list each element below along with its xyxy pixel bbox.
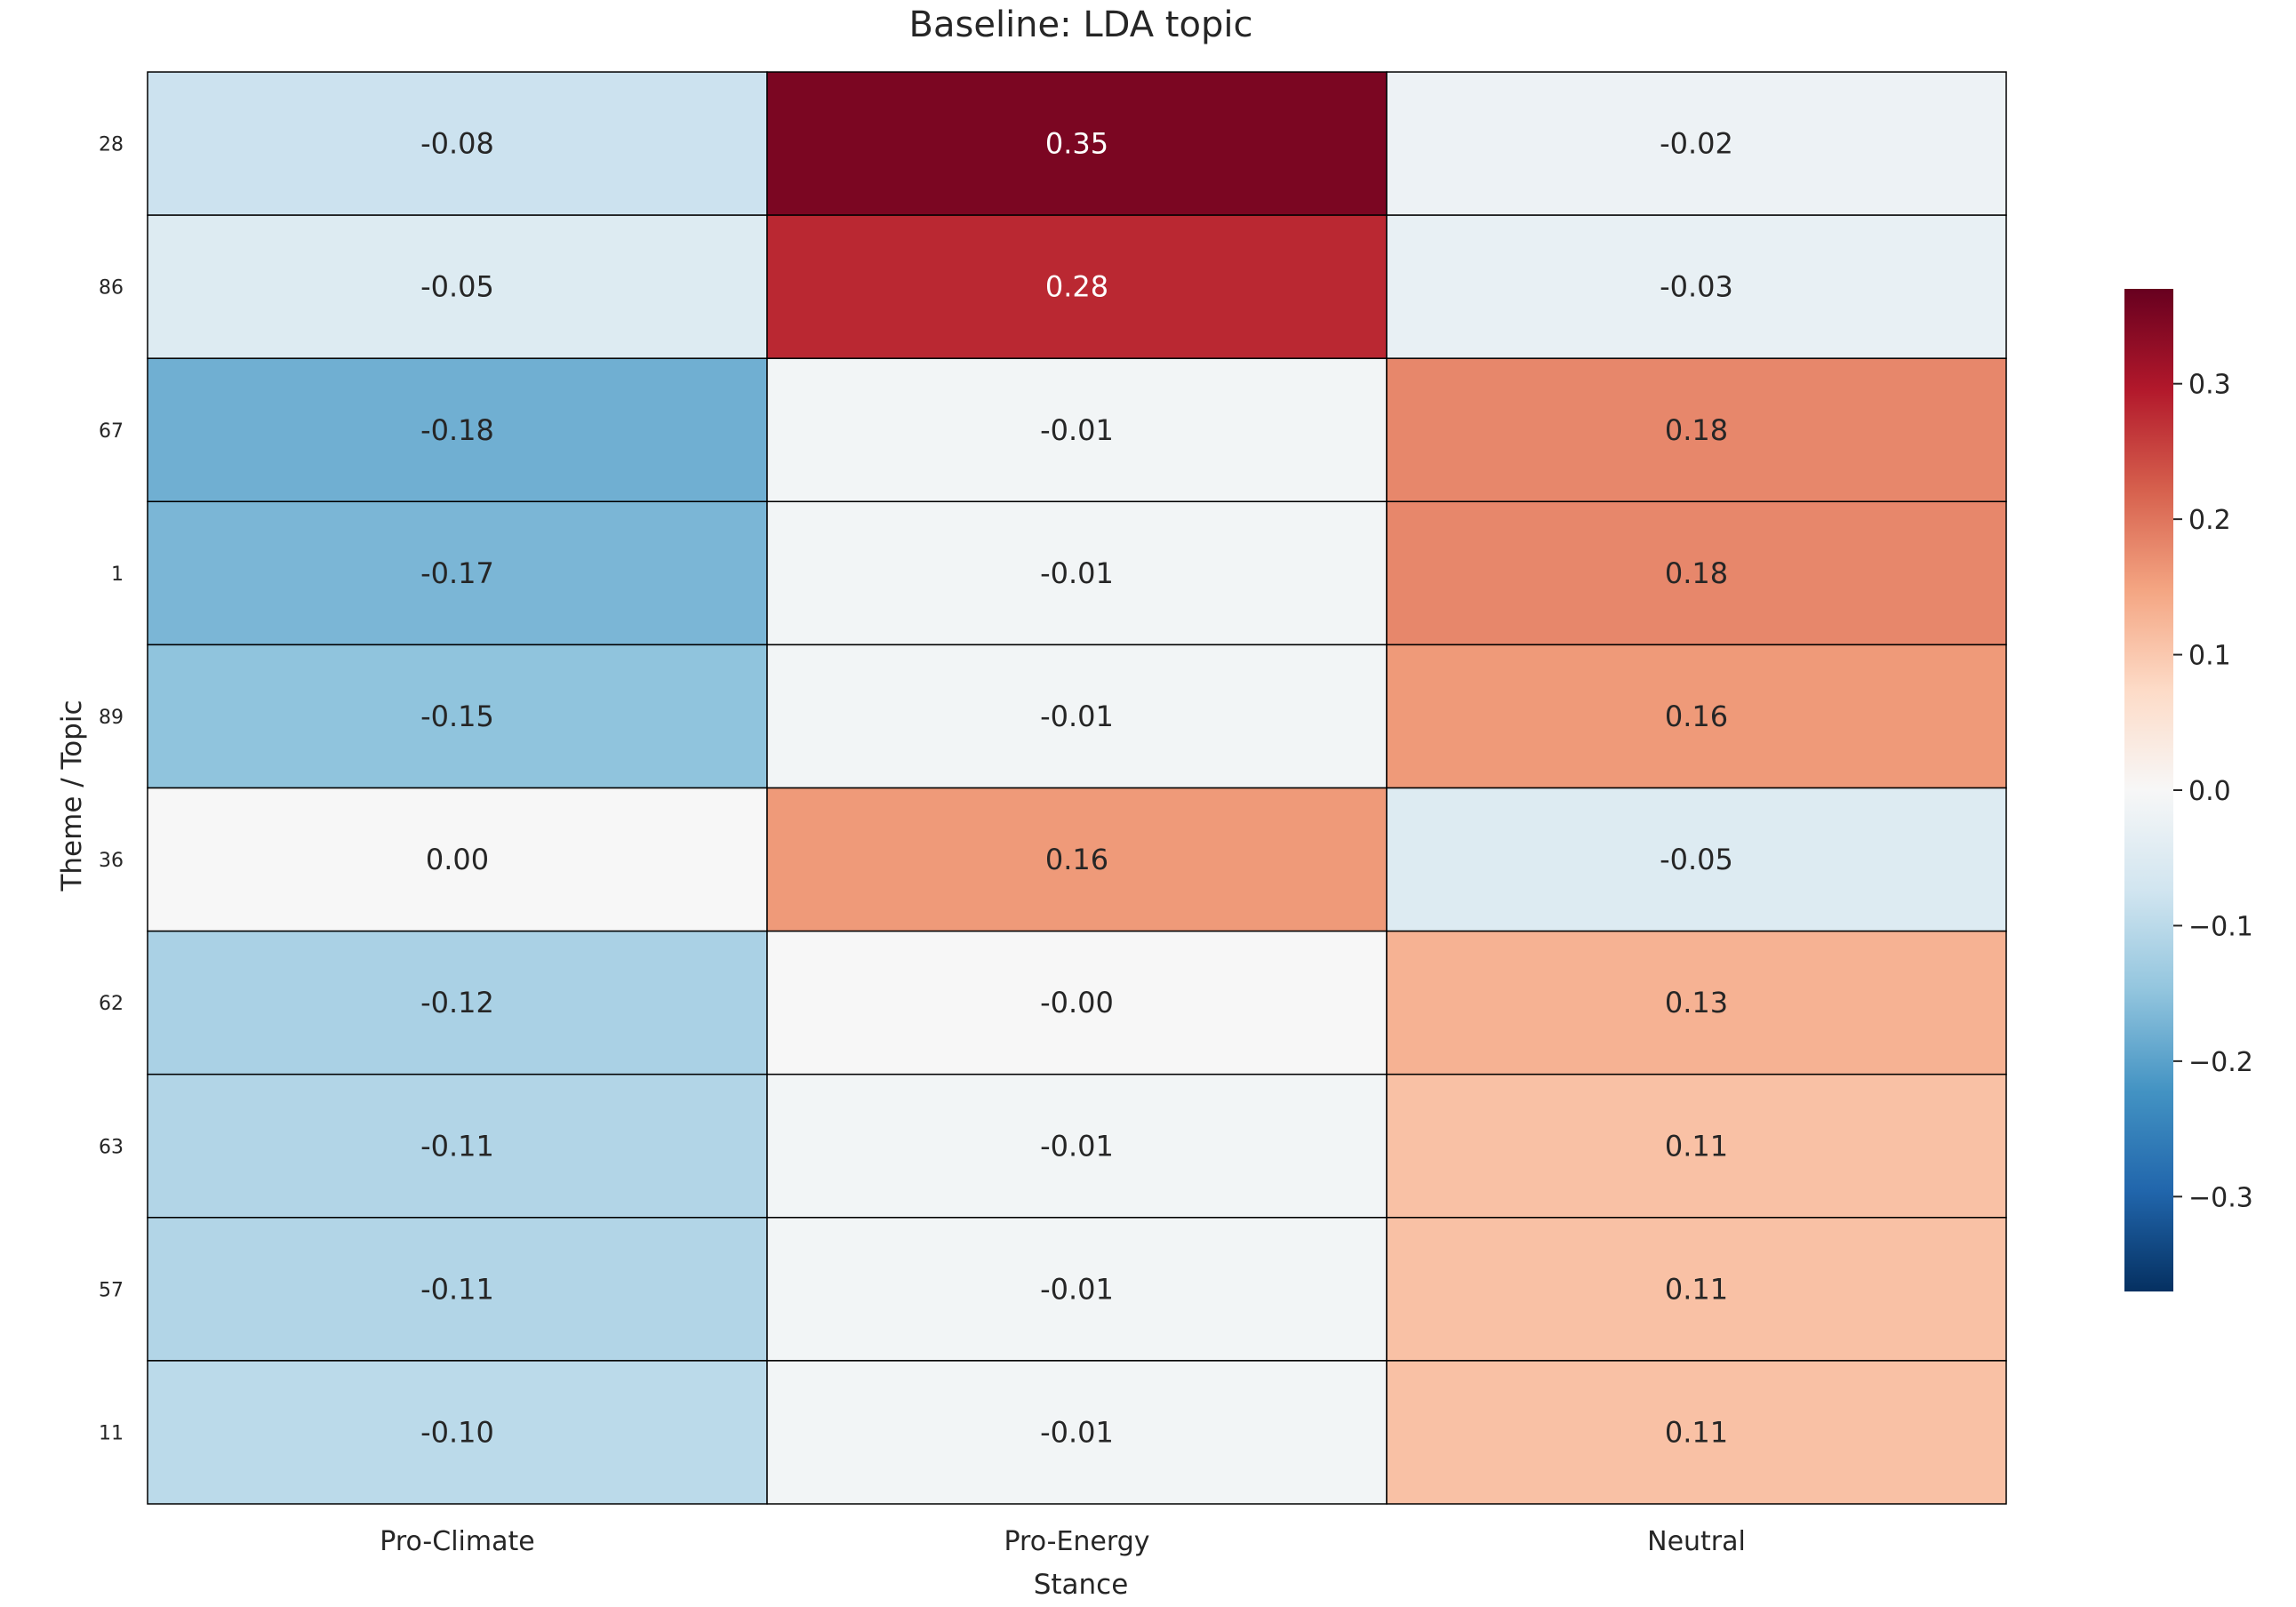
heatmap-cell xyxy=(766,930,1388,1075)
heatmap-cell xyxy=(766,1360,1388,1505)
cell-value-label: -0.05 xyxy=(1660,843,1733,876)
cell-value-label: 0.16 xyxy=(1045,843,1108,876)
heatmap-cell xyxy=(766,1073,1388,1219)
heatmap-cell xyxy=(766,214,1388,359)
heatmap-cell xyxy=(766,357,1388,503)
cell-value-label: -0.17 xyxy=(420,556,494,590)
heatmap-cell xyxy=(1386,930,2007,1075)
heatmap-cell xyxy=(147,214,768,359)
heatmap-cell xyxy=(1386,1360,2007,1505)
cell-value-label: -0.01 xyxy=(1040,413,1114,447)
heatmap-cell xyxy=(766,787,1388,932)
heatmap-cell xyxy=(147,644,768,789)
colorbar-tick-label: −0.1 xyxy=(2188,911,2253,942)
row-tick-label: 28 xyxy=(99,134,124,156)
heatmap-cell xyxy=(1386,1217,2007,1362)
cell-value-label: -0.11 xyxy=(420,1129,494,1163)
row-tick-label: 67 xyxy=(99,420,124,443)
cell-value-label: -0.18 xyxy=(420,413,494,447)
cell-value-label: -0.11 xyxy=(420,1272,494,1306)
cell-value-label: 0.13 xyxy=(1665,986,1728,1019)
cell-value-label: -0.01 xyxy=(1040,556,1114,590)
row-tick-label: 62 xyxy=(99,993,124,1015)
heatmap-cell xyxy=(1386,71,2007,216)
cell-value-label: -0.05 xyxy=(420,270,494,304)
colorbar-tick-label: 0.3 xyxy=(2188,370,2231,401)
heatmap-cell xyxy=(147,930,768,1075)
heatmap-cells: -0.08 0.35 -0.02 -0.05 0.28 -0.03 -0.18 -0.01 0.… xyxy=(147,71,2007,1505)
heatmap-cell xyxy=(1386,644,2007,789)
cell-value-label: -0.03 xyxy=(1660,270,1733,304)
heatmap-cell xyxy=(1386,500,2007,646)
row-tick-label: 36 xyxy=(99,850,124,872)
column-tick-label: Pro-Climate xyxy=(380,1526,534,1557)
cell-value-label: -0.15 xyxy=(420,700,494,733)
colorbar-tick-label: −0.2 xyxy=(2188,1047,2253,1078)
cell-value-label: -0.02 xyxy=(1660,127,1733,161)
colorbar-tick-label: 0.0 xyxy=(2188,776,2231,807)
cell-value-label: 0.16 xyxy=(1665,700,1728,733)
cell-value-label: -0.01 xyxy=(1040,1415,1114,1449)
colorbar-tick-label: 0.1 xyxy=(2188,641,2231,672)
cell-value-label: 0.18 xyxy=(1665,413,1728,447)
cell-value-label: 0.11 xyxy=(1665,1415,1728,1449)
cell-value-label: 0.35 xyxy=(1045,127,1108,161)
heatmap-cell xyxy=(147,1073,768,1219)
cell-value-label: -0.01 xyxy=(1040,1129,1114,1163)
cell-value-label: 0.18 xyxy=(1665,556,1728,590)
cell-value-label: 0.11 xyxy=(1665,1272,1728,1306)
column-tick-labels: Pro-Climate Pro-Energy Neutral xyxy=(380,1526,1746,1557)
x-axis-label: Stance xyxy=(1034,1569,1129,1601)
heatmap-cell xyxy=(147,71,768,216)
heatmap-cell xyxy=(147,500,768,646)
cell-value-label: -0.10 xyxy=(420,1415,494,1449)
heatmap-cell xyxy=(1386,787,2007,932)
column-tick-label: Neutral xyxy=(1647,1526,1746,1557)
row-tick-labels: 28 86 67 1 89 36 62 63 57 11 xyxy=(99,134,124,1445)
column-tick-label: Pro-Energy xyxy=(1004,1526,1149,1557)
row-tick-label: 1 xyxy=(111,564,124,586)
heatmap-cell xyxy=(766,71,1388,216)
cell-value-label: 0.28 xyxy=(1045,270,1108,304)
row-tick-label: 57 xyxy=(99,1279,124,1301)
cell-value-label: -0.01 xyxy=(1040,700,1114,733)
heatmap-cell xyxy=(147,1217,768,1362)
cell-value-label: -0.08 xyxy=(420,127,494,161)
heatmap-cell xyxy=(147,787,768,932)
row-tick-label: 11 xyxy=(99,1422,124,1444)
row-tick-label: 63 xyxy=(99,1136,124,1158)
heatmap-cell xyxy=(147,357,768,503)
row-tick-label: 86 xyxy=(99,277,124,300)
cell-value-label: -0.00 xyxy=(1040,986,1114,1019)
heatmap-cell xyxy=(766,1217,1388,1362)
heatmap-cell xyxy=(147,1360,768,1505)
heatmap-cell xyxy=(766,644,1388,789)
chart-title: Baseline: LDA topic xyxy=(909,4,1253,45)
cell-value-label: 0.00 xyxy=(426,843,489,876)
cell-value-label: -0.12 xyxy=(420,986,494,1019)
heatmap-cell xyxy=(1386,214,2007,359)
cell-value-label: 0.11 xyxy=(1665,1129,1728,1163)
y-axis-label: Theme / Topic xyxy=(56,700,88,891)
heatmap-cell xyxy=(1386,1073,2007,1219)
colorbar: 0.3 0.2 0.1 0.0 −0.1 −0.2 −0.3 xyxy=(2124,289,2253,1291)
cell-value-label: -0.01 xyxy=(1040,1272,1114,1306)
colorbar-tick-label: −0.3 xyxy=(2188,1182,2253,1213)
colorbar-gradient xyxy=(2124,289,2173,1291)
row-tick-label: 89 xyxy=(99,707,124,729)
colorbar-tick-label: 0.2 xyxy=(2188,505,2231,536)
